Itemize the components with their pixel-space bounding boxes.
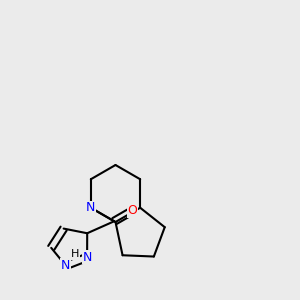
Text: N: N (61, 259, 70, 272)
Text: O: O (128, 204, 137, 217)
Text: H: H (71, 249, 79, 259)
Text: N: N (86, 201, 95, 214)
Text: N: N (82, 251, 92, 264)
